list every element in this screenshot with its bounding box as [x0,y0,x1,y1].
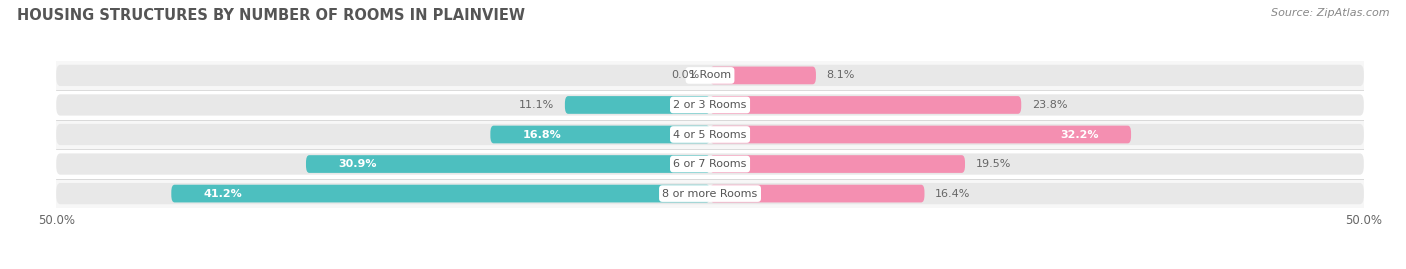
Legend: Owner-occupied, Renter-occupied: Owner-occupied, Renter-occupied [583,264,837,269]
FancyBboxPatch shape [491,126,710,143]
FancyBboxPatch shape [710,185,925,203]
FancyBboxPatch shape [56,153,1364,175]
Text: 16.4%: 16.4% [935,189,970,199]
FancyBboxPatch shape [56,124,1364,145]
Text: 6 or 7 Rooms: 6 or 7 Rooms [673,159,747,169]
Bar [56,61,1364,90]
FancyBboxPatch shape [710,66,815,84]
FancyBboxPatch shape [710,126,1130,143]
FancyBboxPatch shape [565,96,710,114]
Bar [56,120,1364,149]
Text: HOUSING STRUCTURES BY NUMBER OF ROOMS IN PLAINVIEW: HOUSING STRUCTURES BY NUMBER OF ROOMS IN… [17,8,524,23]
FancyBboxPatch shape [56,183,1364,204]
Bar [56,90,1364,120]
Text: 8 or more Rooms: 8 or more Rooms [662,189,758,199]
Text: 4 or 5 Rooms: 4 or 5 Rooms [673,129,747,140]
Text: 11.1%: 11.1% [519,100,554,110]
FancyBboxPatch shape [710,96,1021,114]
Bar [56,179,1364,208]
FancyBboxPatch shape [307,155,710,173]
Text: 8.1%: 8.1% [827,70,855,80]
Text: 41.2%: 41.2% [204,189,243,199]
FancyBboxPatch shape [172,185,710,203]
Text: 2 or 3 Rooms: 2 or 3 Rooms [673,100,747,110]
Bar [56,149,1364,179]
Text: 30.9%: 30.9% [339,159,377,169]
FancyBboxPatch shape [56,94,1364,116]
Text: 1 Room: 1 Room [689,70,731,80]
Text: 32.2%: 32.2% [1060,129,1098,140]
FancyBboxPatch shape [56,65,1364,86]
Text: 16.8%: 16.8% [523,129,562,140]
Text: 0.0%: 0.0% [671,70,700,80]
Text: Source: ZipAtlas.com: Source: ZipAtlas.com [1271,8,1389,18]
FancyBboxPatch shape [710,155,965,173]
Text: 19.5%: 19.5% [976,159,1011,169]
Text: 23.8%: 23.8% [1032,100,1067,110]
